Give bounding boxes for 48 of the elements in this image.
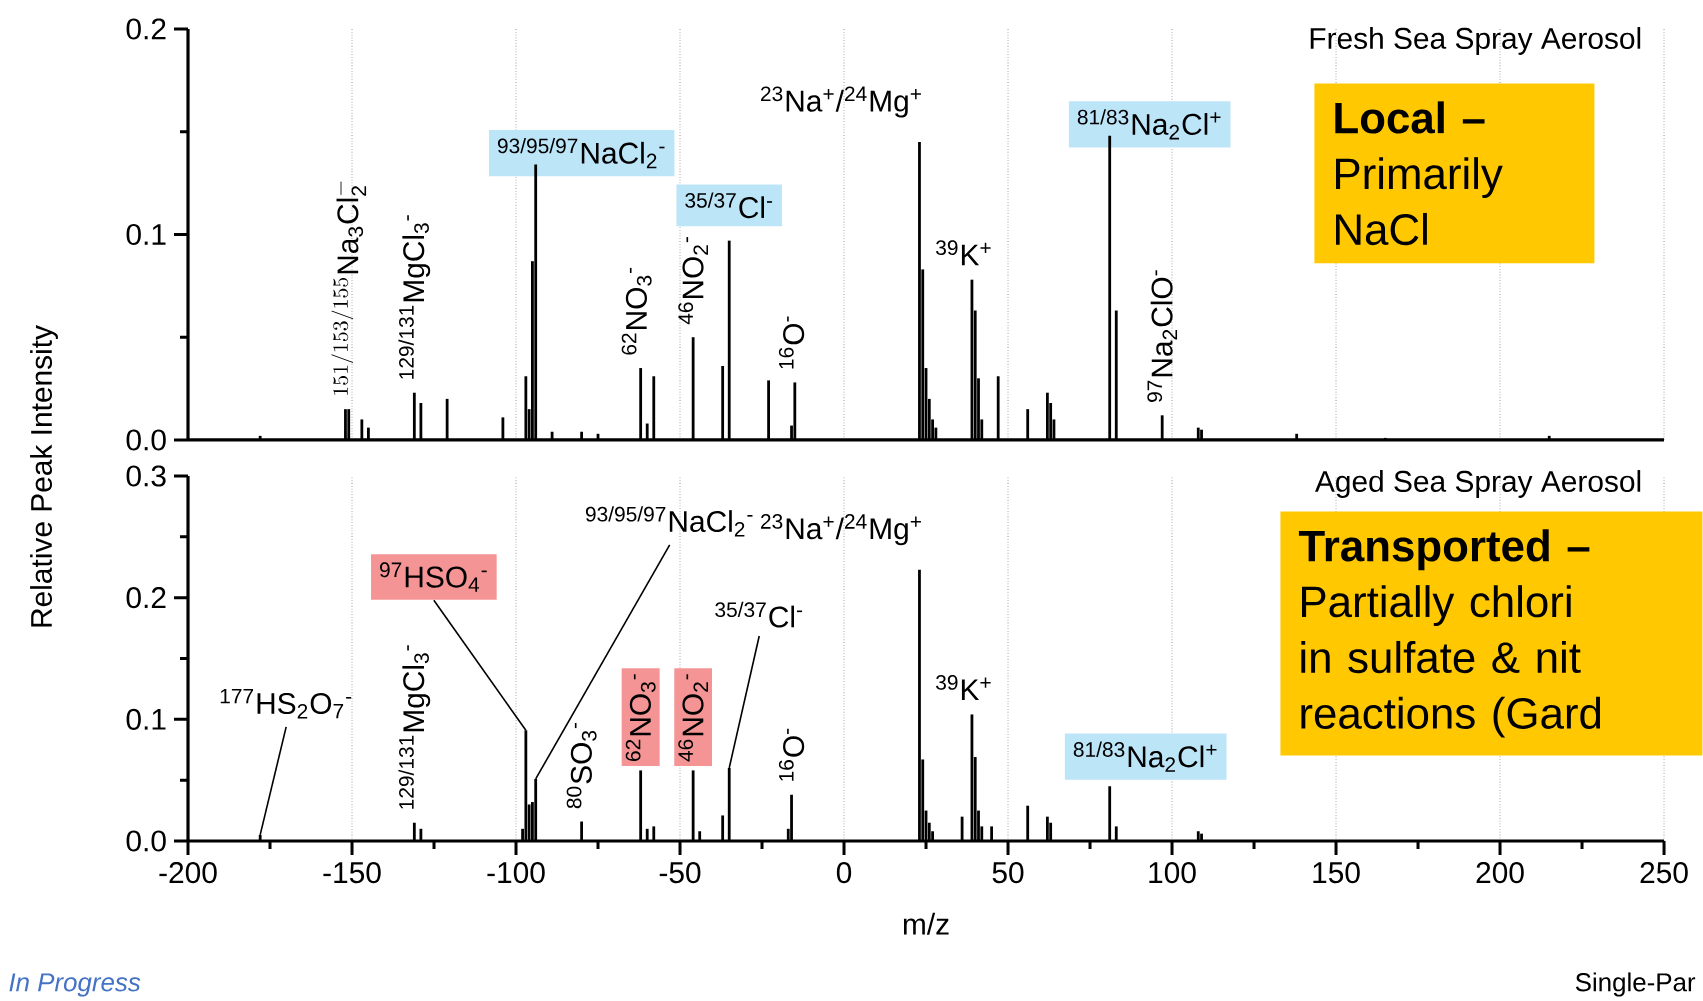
annotation: $^{177}$HS$_{2}$O$_{7}$- bbox=[220, 688, 352, 719]
x-tick-label: -200 bbox=[159, 862, 217, 884]
y-tick-label: 0.0 bbox=[126, 429, 166, 451]
y-tick-label: 0.2 bbox=[126, 587, 166, 609]
text: Single-Par bbox=[1575, 972, 1696, 997]
annotation: $^{93/95/97}$NaCl$_{2}$- bbox=[497, 137, 665, 169]
annotation: $^{16}$O$^{-}$ bbox=[778, 316, 805, 369]
x-tick-label: -150 bbox=[323, 862, 381, 884]
annotation: $^{35/37}$Cl$^{-}$ bbox=[715, 601, 803, 628]
annotation: $^{151/153/155}\mathrm{Na_{3}Cl_{2}^{-}}$ bbox=[331, 181, 367, 395]
x-axis-title: m/z bbox=[903, 912, 949, 935]
y-tick-label: 0.2 bbox=[126, 18, 166, 40]
annotation: $^{46}$NO$_{2}$- bbox=[678, 674, 709, 762]
x-tick-label: 0 bbox=[836, 862, 852, 884]
x-tick-label: 100 bbox=[1149, 862, 1196, 884]
annotation: $^{16}$O$^{-}$ bbox=[778, 728, 805, 781]
annotation: $^{81/83}$Na$_{2}$Cl$^{+}$ bbox=[1077, 109, 1221, 140]
x-tick-label: -50 bbox=[659, 862, 701, 884]
annotation: $^{129/131}$MgCl$_{3}$- bbox=[398, 645, 431, 809]
y-axis-title: Relative Peak Intensity bbox=[30, 325, 58, 627]
y-tick-label: 0.0 bbox=[126, 830, 166, 852]
y-tick-label: 0.1 bbox=[126, 223, 166, 246]
annotation: $^{129/131}$MgCl$_{3}$- bbox=[398, 215, 431, 379]
annotation: $^{46}$NO$_{2}$- bbox=[678, 237, 709, 325]
x-tick-label: 150 bbox=[1313, 862, 1360, 884]
chart-title: Aged Sea Spray Aerosol bbox=[1314, 470, 1641, 498]
x-tick-label: 200 bbox=[1476, 862, 1524, 884]
annotation: $^{62}$NO$_{3}$- bbox=[625, 674, 656, 761]
annotation: $^{39}$K$^{+}$ bbox=[936, 240, 991, 266]
chart-title: Fresh Sea Spray Aerosol bbox=[1310, 27, 1641, 55]
annotation: $^{97}$Na$_{2}$ClO$^{-}$ bbox=[1147, 270, 1178, 402]
x-tick-label: 250 bbox=[1640, 862, 1688, 884]
annotation: $^{62}$NO$_{3}$- bbox=[621, 267, 652, 355]
x-tick-label: 50 bbox=[992, 862, 1024, 884]
y-tick-label: 0.3 bbox=[126, 465, 166, 487]
y-tick-label: 0.1 bbox=[126, 708, 166, 730]
annotation: $^{23}$Na$^{+}$/$^{24}$Mg$^{+}$ bbox=[761, 514, 921, 546]
annotation: $^{93/95/97}$NaCl$_{2}$- bbox=[585, 506, 753, 537]
x-tick-label: -100 bbox=[487, 862, 545, 884]
annotation: Transported – Partially chlori in sulfate & nit reactions (Gard bbox=[1298, 529, 1601, 738]
annotation: Local – Primarily NaCl bbox=[1335, 101, 1503, 246]
annotation: $^{35/37}$Cl$^{-}$ bbox=[685, 192, 773, 219]
annotation: $^{23}$Na$^{+}$/$^{24}$Mg$^{+}$ bbox=[761, 86, 921, 118]
annotation: $^{80}$SO$_{3}$- bbox=[566, 723, 597, 809]
annotation: $^{81/83}$Na$_{2}$Cl$^{+}$ bbox=[1073, 741, 1217, 772]
annotation: $^{97}$HSO$_{4}$- bbox=[380, 562, 487, 592]
text: In Progress bbox=[9, 973, 141, 997]
annotation: $^{39}$K$^{+}$ bbox=[936, 675, 991, 701]
